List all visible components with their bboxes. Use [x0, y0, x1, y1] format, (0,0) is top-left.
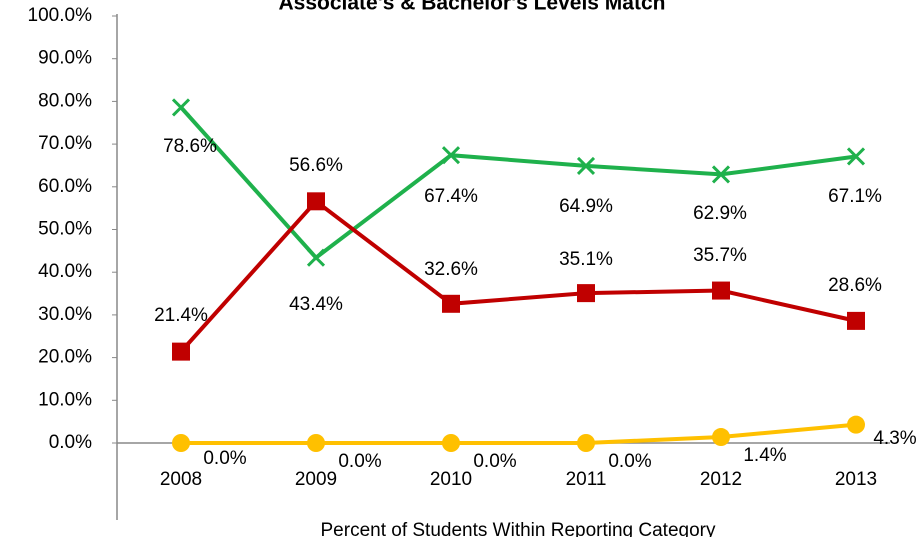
y-tick-label: 20.0%	[38, 347, 92, 368]
x-tick-label: 2013	[835, 469, 877, 490]
data-label: 62.9%	[693, 203, 747, 224]
x-tick-label: 2010	[430, 469, 472, 490]
data-label: 0.0%	[608, 451, 651, 472]
marker	[171, 98, 191, 117]
data-label: 67.4%	[424, 186, 478, 207]
x-axis-title: Percent of Students Within Reporting Cat…	[321, 520, 716, 537]
data-label: 32.6%	[424, 259, 478, 280]
marker	[172, 434, 190, 452]
y-tick-label: 90.0%	[38, 48, 92, 69]
chart-title: Associate's & Bachelor's Levels Match	[279, 0, 666, 15]
marker	[306, 248, 326, 267]
data-label: 4.3%	[873, 428, 916, 449]
marker	[847, 311, 865, 330]
marker	[711, 165, 731, 184]
marker	[712, 281, 730, 300]
x-tick-label: 2009	[295, 469, 337, 490]
data-label: 21.4%	[154, 305, 208, 326]
marker	[441, 146, 461, 165]
y-tick-label: 100.0%	[28, 5, 93, 26]
data-label: 0.0%	[203, 448, 246, 469]
marker	[846, 147, 866, 166]
line	[179, 106, 857, 261]
x-tick-label: 2011	[566, 469, 607, 490]
y-tick-label: 0.0%	[49, 432, 92, 453]
data-label: 35.1%	[559, 249, 613, 270]
data-label: 1.4%	[743, 445, 786, 466]
marker	[307, 192, 325, 211]
line	[181, 422, 857, 445]
y-tick-label: 10.0%	[38, 389, 92, 410]
y-tick-label: 50.0%	[38, 219, 92, 240]
data-label: 64.9%	[559, 196, 613, 217]
marker	[712, 428, 730, 447]
y-tick-label: 30.0%	[38, 304, 92, 325]
x-tick-label: 2012	[700, 469, 742, 490]
y-tick-label: 80.0%	[38, 90, 92, 111]
marker	[442, 434, 460, 452]
marker	[307, 434, 325, 452]
data-label: 28.6%	[828, 275, 882, 296]
data-label: 67.1%	[828, 186, 882, 207]
x-tick-label: 2008	[160, 469, 202, 490]
marker	[577, 434, 595, 452]
y-tick-label: 60.0%	[38, 176, 92, 197]
data-label: 43.4%	[289, 294, 343, 315]
marker	[172, 342, 190, 361]
data-label: 35.7%	[693, 245, 747, 266]
marker	[576, 156, 596, 175]
y-tick-label: 70.0%	[38, 133, 92, 154]
line	[179, 198, 857, 353]
data-label: 0.0%	[338, 451, 381, 472]
data-label: 56.6%	[289, 155, 343, 176]
y-tick-label: 40.0%	[38, 261, 92, 282]
marker	[577, 284, 595, 303]
marker	[847, 415, 865, 434]
marker	[442, 294, 460, 313]
data-label: 0.0%	[473, 451, 516, 472]
data-label: 78.6%	[163, 136, 217, 157]
